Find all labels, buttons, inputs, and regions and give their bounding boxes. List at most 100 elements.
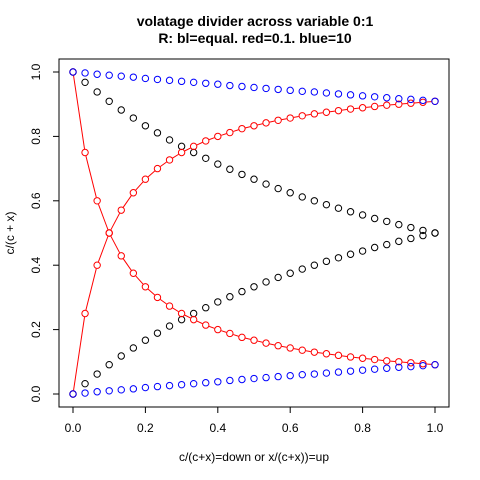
series-line-segment <box>317 112 323 114</box>
data-point <box>274 372 282 381</box>
data-point <box>419 231 427 240</box>
series-line-segment <box>160 299 167 305</box>
data-point <box>177 148 186 157</box>
data-point <box>105 97 113 106</box>
series-line-segment <box>354 107 360 110</box>
series-line-segment <box>233 129 239 132</box>
series-line-segment <box>293 348 299 351</box>
series-line-segment <box>341 355 348 357</box>
data-point <box>105 360 113 369</box>
data-point <box>383 357 391 365</box>
series-line-segment <box>196 320 203 325</box>
data-point <box>93 388 101 396</box>
data-point <box>370 214 379 223</box>
data-point <box>129 189 138 197</box>
data-point <box>202 154 210 162</box>
data-point <box>93 370 101 378</box>
data-point <box>81 69 89 77</box>
series-line-segment <box>341 109 348 111</box>
data-point <box>117 206 125 214</box>
series-line-segment <box>245 126 251 129</box>
series-line-segment <box>329 353 335 356</box>
data-point <box>117 252 125 260</box>
data-point <box>165 322 174 330</box>
data-point <box>431 97 439 106</box>
data-point <box>370 365 379 373</box>
series-line-segment <box>135 275 144 285</box>
data-point <box>407 99 415 107</box>
data-point <box>153 293 162 302</box>
series-line-segment <box>85 155 97 198</box>
data-point <box>310 110 319 118</box>
data-point <box>346 91 355 99</box>
series-line-segment <box>208 325 215 329</box>
data-point <box>153 129 162 137</box>
data-point <box>202 321 210 329</box>
series-line-segment <box>208 137 215 141</box>
data-point <box>407 223 415 232</box>
data-point <box>202 79 210 87</box>
data-point <box>81 309 89 318</box>
data-point <box>165 76 174 85</box>
y-tick-label: 0.4 <box>29 257 43 274</box>
data-point <box>262 119 270 127</box>
data-point <box>346 250 355 258</box>
data-point <box>238 333 246 342</box>
series-line-segment <box>305 350 311 353</box>
data-point <box>129 385 138 393</box>
series-blue_up <box>69 360 439 398</box>
series-line-segment <box>317 352 323 354</box>
data-point <box>419 226 427 235</box>
series-line-segment <box>305 113 311 116</box>
data-point <box>358 92 367 100</box>
series-line-segment <box>147 288 156 296</box>
data-point <box>214 160 222 168</box>
data-point <box>407 234 415 243</box>
data-point <box>165 302 174 310</box>
chart-title: volatage divider across variable 0:1 <box>137 13 374 29</box>
data-point <box>189 379 198 388</box>
data-point <box>105 71 113 79</box>
data-point <box>250 374 258 383</box>
series-line-segment <box>354 356 360 359</box>
data-point <box>322 108 331 116</box>
series-black_up <box>69 229 439 398</box>
data-point <box>105 229 113 237</box>
series-line-segment <box>73 316 86 391</box>
data-point <box>334 368 343 376</box>
data-point <box>141 283 150 291</box>
data-point <box>322 200 331 209</box>
data-point <box>238 375 246 384</box>
data-point <box>395 358 403 366</box>
data-point <box>81 389 89 397</box>
x-tick-label: 0.8 <box>354 421 371 435</box>
data-point <box>358 211 367 219</box>
data-point <box>141 383 150 392</box>
series-line-segment <box>378 105 384 107</box>
data-point <box>226 165 234 173</box>
series-line-segment <box>97 236 109 263</box>
data-point <box>177 380 186 389</box>
x-tick-label: 0.4 <box>209 421 226 435</box>
data-point <box>141 122 150 130</box>
data-point <box>419 360 427 368</box>
y-tick-label: 0.6 <box>29 192 43 209</box>
data-point <box>238 287 246 296</box>
series-line-segment <box>110 235 121 253</box>
data-point <box>165 136 174 144</box>
data-point <box>383 101 391 109</box>
data-point <box>262 180 270 188</box>
x-axis-label: c/(c+x)=down or x/(c+x))=up <box>179 450 329 464</box>
data-point <box>153 164 162 173</box>
data-point <box>141 336 150 344</box>
data-point <box>274 273 282 282</box>
series-line-segment <box>97 203 109 230</box>
series-line-segment <box>172 307 179 313</box>
data-point <box>431 229 439 237</box>
data-point <box>202 304 210 312</box>
data-point <box>177 77 186 86</box>
data-point <box>153 329 162 337</box>
data-point <box>358 247 367 255</box>
data-point <box>81 148 89 157</box>
